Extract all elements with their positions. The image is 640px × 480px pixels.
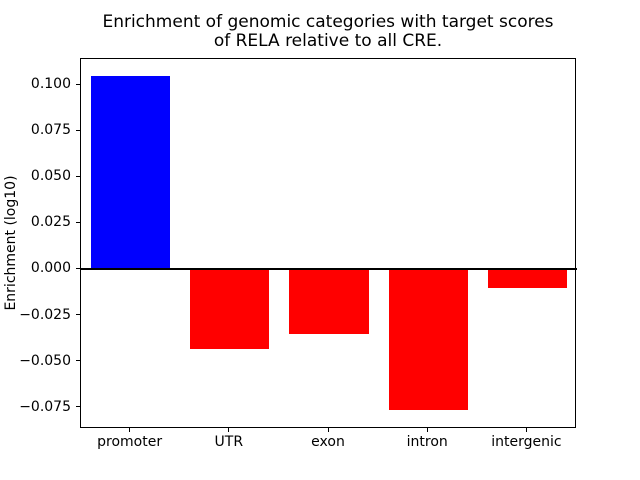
y-tick-label: 0.050 (30, 168, 71, 185)
x-tick-mark (525, 428, 527, 432)
y-tick-mark (76, 83, 80, 85)
y-tick-label: 0.025 (30, 214, 71, 231)
bar-intron (388, 269, 468, 410)
x-tick-mark (426, 428, 428, 432)
y-tick-label: −0.050 (19, 352, 71, 369)
x-tick-label: exon (311, 434, 345, 450)
y-tick-mark (76, 314, 80, 316)
x-tick-mark (228, 428, 230, 432)
bar-exon (289, 269, 369, 334)
y-tick-label: −0.075 (19, 398, 71, 415)
x-tick-label: UTR (214, 434, 244, 450)
x-tick-label: promoter (97, 434, 163, 450)
bar-intergenic (487, 269, 568, 288)
x-tick-label: intron (406, 434, 448, 450)
x-tick-mark (327, 428, 329, 432)
y-axis-label: Enrichment (log10) (3, 175, 19, 311)
y-tick-label: 0.000 (30, 260, 71, 277)
y-tick-mark (76, 360, 80, 362)
x-tick-label: intergenic (491, 434, 562, 450)
y-tick-label: 0.100 (30, 76, 71, 92)
y-tick-label: 0.075 (30, 122, 71, 139)
y-tick-mark (76, 129, 80, 131)
zero-baseline (81, 268, 577, 271)
y-tick-mark (76, 406, 80, 408)
bar-promoter (90, 75, 171, 270)
plot-area (80, 58, 577, 428)
y-tick-mark (76, 175, 80, 177)
x-tick-mark (129, 428, 131, 432)
chart-title: Enrichment of genomic categories with ta… (102, 12, 554, 51)
y-tick-mark (76, 221, 80, 223)
bar-UTR (190, 269, 270, 349)
y-tick-mark (76, 267, 80, 269)
y-tick-label: −0.025 (19, 306, 71, 323)
